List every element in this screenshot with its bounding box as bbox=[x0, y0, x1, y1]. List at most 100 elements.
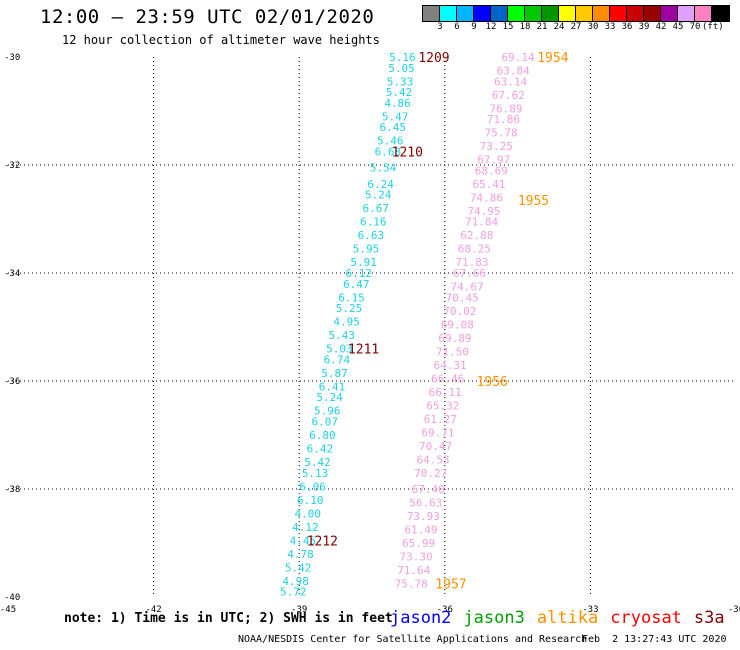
pass-time-labels: 1209 1210 1211 1212 1954 1955 1956 1957 bbox=[307, 51, 569, 593]
color-swatch bbox=[576, 6, 593, 21]
x-tick-label: -30 bbox=[728, 605, 740, 615]
color-scale-bar bbox=[422, 5, 730, 22]
color-scale-label: 39 bbox=[638, 22, 650, 32]
wave-height-value: 76.89 bbox=[489, 102, 522, 115]
wave-height-value: 73.30 bbox=[400, 551, 433, 564]
wave-height-value: 67.40 bbox=[412, 483, 445, 496]
wave-height-value: 71.64 bbox=[397, 564, 430, 577]
wave-height-value: 5.72 bbox=[280, 586, 307, 599]
wave-height-value: 6.47 bbox=[343, 278, 370, 291]
wave-height-value: 6.15 bbox=[338, 291, 365, 304]
wave-height-value: 75.78 bbox=[395, 578, 428, 591]
color-swatch bbox=[542, 6, 559, 21]
wave-height-value: 70.47 bbox=[419, 440, 452, 453]
color-swatch bbox=[457, 6, 474, 21]
wave-height-value: 70.45 bbox=[446, 291, 479, 304]
wave-height-value: 67.97 bbox=[477, 154, 510, 167]
x-tick-label: -33 bbox=[582, 605, 598, 615]
wave-height-value: 5.54 bbox=[370, 162, 397, 175]
pass-time-label: 1954 bbox=[537, 51, 568, 66]
wave-height-value: 5.42 bbox=[285, 561, 312, 574]
wave-height-value: 5.47 bbox=[382, 110, 409, 123]
wave-height-value: 5.24 bbox=[365, 189, 392, 202]
wave-height-value: 63.84 bbox=[497, 65, 530, 78]
wave-height-value: 5.43 bbox=[329, 329, 356, 342]
footer-note: note: 1) Time is in UTC; 2) SWH is in fe… bbox=[64, 611, 393, 626]
wave-height-value: 56.63 bbox=[409, 497, 442, 510]
pass-time-label: 1955 bbox=[518, 194, 549, 209]
y-tick-labels: -30 -32 -34 -36 -38 -40 bbox=[4, 53, 20, 603]
wave-height-value: 6.10 bbox=[297, 494, 324, 507]
color-swatch bbox=[559, 6, 576, 21]
wave-height-value: 64.31 bbox=[434, 359, 467, 372]
color-swatch bbox=[474, 6, 491, 21]
chart-title: 12:00 – 23:59 UTC 02/01/2020 bbox=[40, 6, 375, 28]
wave-height-value: 62.88 bbox=[460, 229, 493, 242]
wave-height-value: 65.41 bbox=[472, 178, 505, 191]
color-scale-label: 9 bbox=[471, 22, 477, 32]
color-swatch bbox=[491, 6, 508, 21]
y-tick-label: -38 bbox=[4, 485, 20, 495]
x-tick-label: -36 bbox=[437, 605, 453, 615]
color-scale-label: 6 bbox=[454, 22, 460, 32]
chart-subtitle: 12 hour collection of altimeter wave hei… bbox=[62, 33, 380, 47]
color-scale-label: 70 bbox=[689, 22, 701, 32]
wave-height-value: 5.42 bbox=[304, 456, 331, 469]
color-swatch bbox=[661, 6, 678, 21]
wave-height-value: 5.91 bbox=[350, 256, 377, 269]
wave-height-value: 5.16 bbox=[389, 51, 416, 64]
wave-height-value: 61.49 bbox=[404, 524, 437, 537]
wave-height-value: 63.14 bbox=[494, 75, 527, 88]
wave-height-value: 4.45 bbox=[290, 534, 317, 547]
color-scale-label: 36 bbox=[621, 22, 633, 32]
y-tick-label: -30 bbox=[4, 53, 20, 63]
wave-height-value: 75.78 bbox=[484, 127, 517, 140]
wave-height-value: 6.67 bbox=[362, 202, 389, 215]
credit-line: NOAA/NESDIS Center for Satellite Applica… bbox=[238, 634, 588, 645]
wave-height-value: 74.95 bbox=[467, 205, 500, 218]
wave-height-value: 6.63 bbox=[358, 229, 385, 242]
color-swatch bbox=[508, 6, 525, 21]
wave-height-value: 74.86 bbox=[470, 191, 503, 204]
wave-height-value: 5.87 bbox=[321, 367, 348, 380]
wave-height-value: 5.46 bbox=[377, 135, 404, 148]
color-scale-label: (ft) bbox=[702, 22, 724, 32]
wave-height-value: 67.62 bbox=[492, 89, 525, 102]
color-swatch bbox=[440, 6, 457, 21]
wave-height-value: 4.95 bbox=[333, 316, 360, 329]
wave-height-value: 4.12 bbox=[292, 521, 319, 534]
satellite-legend-item: jason3 bbox=[463, 608, 525, 628]
y-tick-label: -36 bbox=[4, 377, 20, 387]
grid-lines bbox=[8, 57, 736, 597]
wave-height-value: 69.08 bbox=[441, 318, 474, 331]
color-swatch bbox=[695, 6, 712, 21]
wave-height-value: 6.68 bbox=[375, 146, 402, 159]
color-scale-label: 30 bbox=[587, 22, 599, 32]
x-tick-labels: -45 -42 -39 -36 -33 -30 bbox=[0, 605, 740, 615]
wave-height-value: 5.42 bbox=[386, 86, 413, 99]
wave-height-value: 5.96 bbox=[314, 405, 341, 418]
color-scale-label: 3 bbox=[437, 22, 443, 32]
color-scale-label: 45 bbox=[672, 22, 684, 32]
wave-height-value: 4.00 bbox=[295, 507, 322, 520]
wave-height-value: 6.24 bbox=[367, 178, 394, 191]
color-scale-label: 24 bbox=[553, 22, 565, 32]
pass-time-label: 1211 bbox=[348, 343, 379, 358]
x-tick-label: -39 bbox=[291, 605, 307, 615]
wave-height-value: 68.25 bbox=[458, 243, 491, 256]
color-swatch bbox=[525, 6, 542, 21]
wave-height-value: 5.25 bbox=[336, 302, 363, 315]
wave-height-value: 65.99 bbox=[402, 537, 435, 550]
color-scale-label: 15 bbox=[502, 22, 514, 32]
wave-height-value: 61.27 bbox=[424, 413, 457, 426]
satellite-legend-item: cryosat bbox=[610, 608, 682, 628]
wave-height-value: 5.33 bbox=[387, 75, 414, 88]
color-swatch bbox=[627, 6, 644, 21]
wave-height-value: 5.03 bbox=[326, 343, 353, 356]
wave-height-value: 70.02 bbox=[443, 305, 476, 318]
wave-height-value: 73.25 bbox=[480, 140, 513, 153]
x-tick-label: -42 bbox=[145, 605, 161, 615]
color-scale-label: 33 bbox=[604, 22, 616, 32]
